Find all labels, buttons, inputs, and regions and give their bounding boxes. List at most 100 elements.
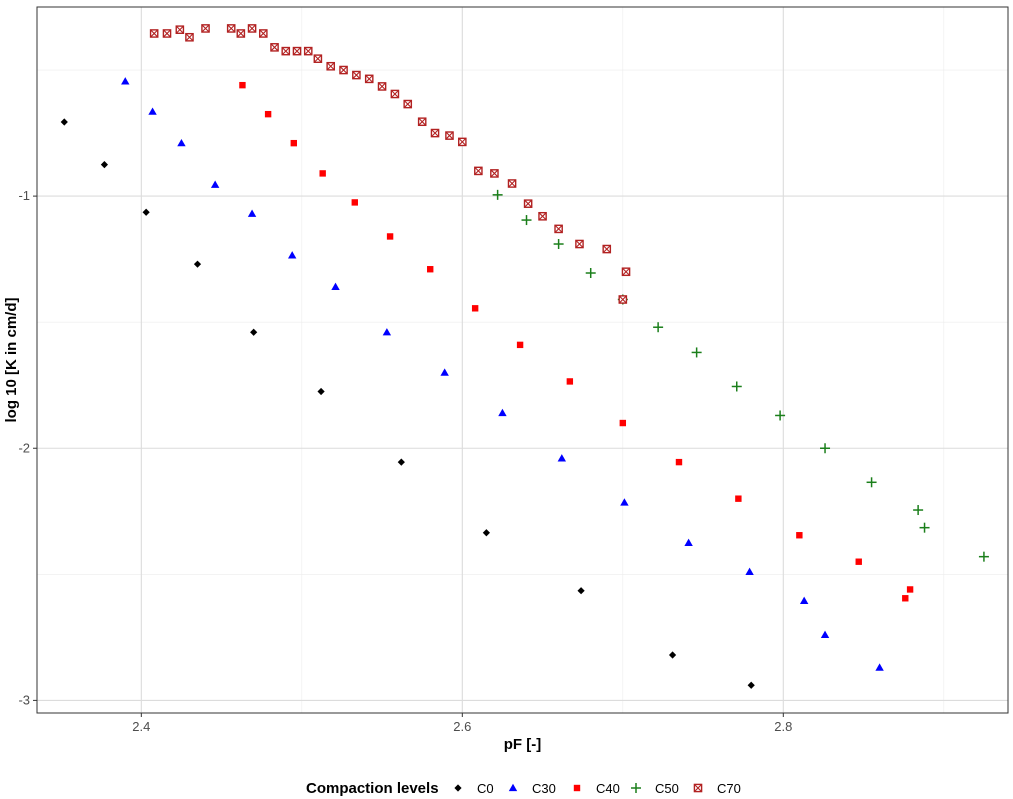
data-point — [148, 107, 157, 115]
y-tick-label: -1 — [18, 188, 30, 203]
data-point — [386, 233, 394, 240]
series-c40 — [239, 81, 914, 602]
data-point — [585, 268, 596, 279]
data-point — [390, 89, 400, 99]
data-point — [820, 443, 831, 454]
data-point — [799, 596, 809, 604]
series-c0 — [60, 118, 755, 689]
panel-border — [36, 6, 1009, 714]
data-point — [557, 454, 567, 462]
data-point — [185, 32, 194, 42]
legend-label-c0: C0 — [477, 781, 494, 796]
data-point — [619, 419, 627, 427]
data-point — [303, 46, 313, 56]
data-point — [142, 208, 150, 216]
data-point — [747, 681, 755, 689]
data-point — [691, 347, 702, 358]
data-point — [430, 128, 440, 138]
data-point — [351, 199, 358, 206]
data-point — [575, 239, 584, 249]
data-point — [621, 267, 631, 277]
x-tick-label: 2.4 — [132, 719, 150, 734]
data-point — [382, 328, 392, 336]
data-point — [403, 99, 413, 109]
legend-title: Compaction levels — [306, 780, 439, 797]
data-point — [313, 54, 323, 63]
data-point — [427, 266, 434, 273]
data-point — [775, 410, 786, 421]
data-point — [731, 381, 742, 392]
series-c70 — [149, 24, 631, 304]
data-point — [471, 305, 479, 312]
y-axis-title: log 10 [K in cm/d] — [3, 297, 20, 422]
legend-label-c30: C30 — [532, 781, 556, 796]
data-point — [317, 387, 325, 396]
data-point — [193, 260, 202, 268]
data-point — [377, 82, 387, 91]
data-point — [618, 295, 628, 304]
data-point — [554, 224, 563, 234]
data-point — [675, 458, 683, 466]
data-point — [264, 110, 272, 118]
data-point — [247, 24, 257, 33]
legend-key-c30 — [508, 783, 518, 792]
x-tick-label: 2.8 — [774, 719, 792, 734]
series-c50 — [492, 189, 989, 562]
data-point — [270, 43, 279, 52]
data-point — [250, 328, 258, 336]
data-point — [247, 209, 257, 217]
data-point — [538, 211, 547, 221]
data-point — [331, 282, 340, 291]
data-point — [175, 25, 185, 34]
data-point — [239, 81, 246, 89]
data-point — [866, 477, 877, 488]
data-points — [60, 24, 989, 689]
data-point — [566, 378, 574, 385]
data-point — [902, 595, 909, 602]
data-point — [474, 166, 483, 176]
data-point — [60, 118, 68, 126]
data-point — [149, 29, 159, 38]
x-tick-label: 2.6 — [453, 719, 471, 734]
legend-key-c50 — [631, 783, 641, 793]
data-point — [913, 505, 924, 516]
data-point — [258, 29, 268, 38]
data-point — [906, 586, 914, 593]
data-point — [507, 179, 517, 188]
data-point — [121, 77, 130, 85]
legend-key-c0 — [454, 784, 462, 792]
data-point — [292, 46, 302, 56]
data-point — [978, 551, 989, 562]
x-axis-title: pF [-] — [504, 736, 541, 753]
data-point — [492, 189, 503, 200]
data-point — [523, 199, 533, 208]
data-point — [684, 538, 693, 546]
data-point — [201, 24, 210, 33]
legend-label-c70: C70 — [717, 781, 741, 796]
data-point — [326, 61, 336, 71]
legend-label-c40: C40 — [596, 781, 620, 796]
data-point — [620, 498, 629, 506]
data-point — [458, 137, 467, 147]
data-point — [281, 46, 291, 56]
data-point — [364, 74, 374, 84]
data-point — [162, 29, 172, 38]
data-point — [668, 651, 677, 659]
grid-lines — [37, 7, 1008, 713]
data-point — [319, 170, 326, 177]
data-point — [417, 117, 427, 127]
data-point — [577, 587, 585, 595]
data-point — [521, 215, 532, 226]
data-point — [498, 408, 507, 417]
data-point — [653, 322, 664, 333]
data-point — [100, 160, 109, 169]
data-point — [855, 558, 862, 565]
data-point — [339, 65, 348, 75]
data-point — [177, 138, 186, 147]
data-point — [236, 29, 246, 38]
data-point — [445, 131, 454, 140]
data-point — [482, 529, 490, 537]
data-point — [516, 341, 524, 349]
legend-label-c50: C50 — [655, 781, 679, 796]
